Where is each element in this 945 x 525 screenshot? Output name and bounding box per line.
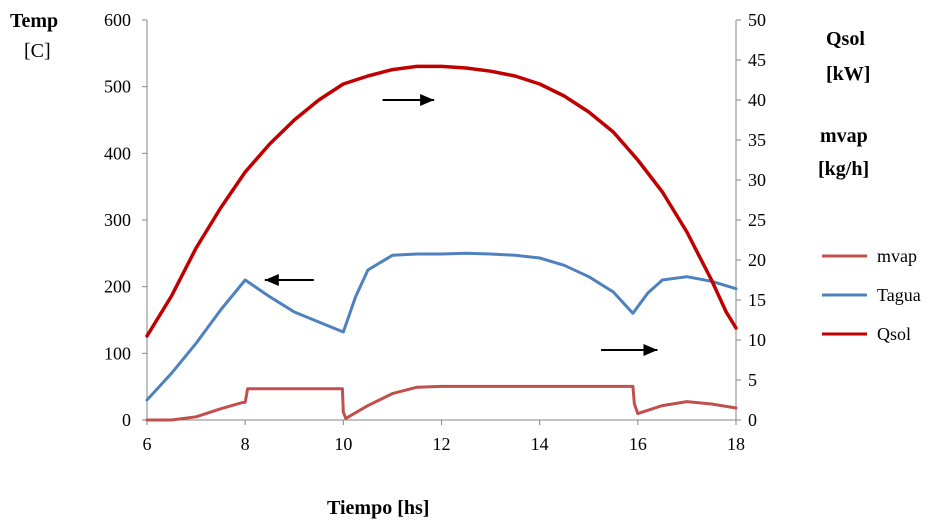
- series-group: [145, 64, 738, 422]
- annotation-arrow-head: [264, 274, 279, 286]
- y-left-tick-label: 400: [104, 143, 131, 163]
- y-right-title-1: Qsol: [826, 28, 865, 50]
- y-right-title-3: mvap: [820, 125, 868, 147]
- y-right-tick-label: 30: [748, 170, 766, 190]
- y-right-tick-label: 25: [748, 210, 766, 230]
- series-line-mvap: [145, 384, 738, 422]
- y-right-tick-label: 20: [748, 250, 766, 270]
- annotations: [264, 94, 658, 356]
- y-left-tick-label: 100: [104, 343, 131, 363]
- series-line-qsol: [145, 64, 738, 338]
- legend-label-mvap: mvap: [877, 246, 917, 266]
- y-left-title-1: Temp: [10, 10, 58, 32]
- y-right-tick-label: 35: [748, 130, 766, 150]
- y-ticks-left: 0 100 200 300 400 500 600: [104, 10, 147, 430]
- y-right-tick-label: 15: [748, 290, 766, 310]
- annotation-arrow-head: [643, 344, 658, 356]
- y-left-tick-label: 500: [104, 77, 131, 97]
- x-tick-label: 18: [727, 434, 745, 454]
- y-right-title-4: [kg/h]: [818, 158, 869, 180]
- y-right-tick-label: 45: [748, 50, 766, 70]
- y-right-tick-label: 40: [748, 90, 766, 110]
- series-line-tagua: [145, 251, 738, 402]
- x-tick-label: 10: [334, 434, 352, 454]
- y-left-tick-label: 0: [122, 410, 131, 430]
- y-right-tick-label: 50: [748, 10, 766, 30]
- annotation-arrow-head: [420, 94, 435, 106]
- x-axis-title: Tiempo [hs]: [327, 497, 429, 519]
- y-left-tick-label: 200: [104, 277, 131, 297]
- x-tick-label: 12: [433, 434, 451, 454]
- legend-label-qsol: Qsol: [877, 324, 911, 344]
- y-left-tick-label: 600: [104, 10, 131, 30]
- legend-label-tagua: Tagua: [877, 285, 921, 305]
- y-right-tick-label: 0: [748, 410, 757, 430]
- y-left-tick-label: 300: [104, 210, 131, 230]
- x-tick-label: 16: [629, 434, 647, 454]
- x-tick-label: 8: [241, 434, 250, 454]
- y-right-tick-label: 5: [748, 370, 757, 390]
- x-tick-label: 6: [143, 434, 152, 454]
- x-tick-label: 14: [531, 434, 549, 454]
- y-right-title-2: [kW]: [826, 63, 870, 85]
- x-ticks: 6 8 10 12 14 16 18: [143, 420, 745, 454]
- y-right-tick-label: 10: [748, 330, 766, 350]
- y-left-title-2: [C]: [24, 40, 51, 62]
- legend: mvap Tagua Qsol: [822, 246, 921, 344]
- plot-area: 6 8 10 12 14 16 18 0 100 200 300 400 500 600 0 5 10 15 2…: [104, 10, 766, 454]
- y-ticks-right: 0 5 10 15 20 25 30 35 40 45 50: [736, 10, 766, 430]
